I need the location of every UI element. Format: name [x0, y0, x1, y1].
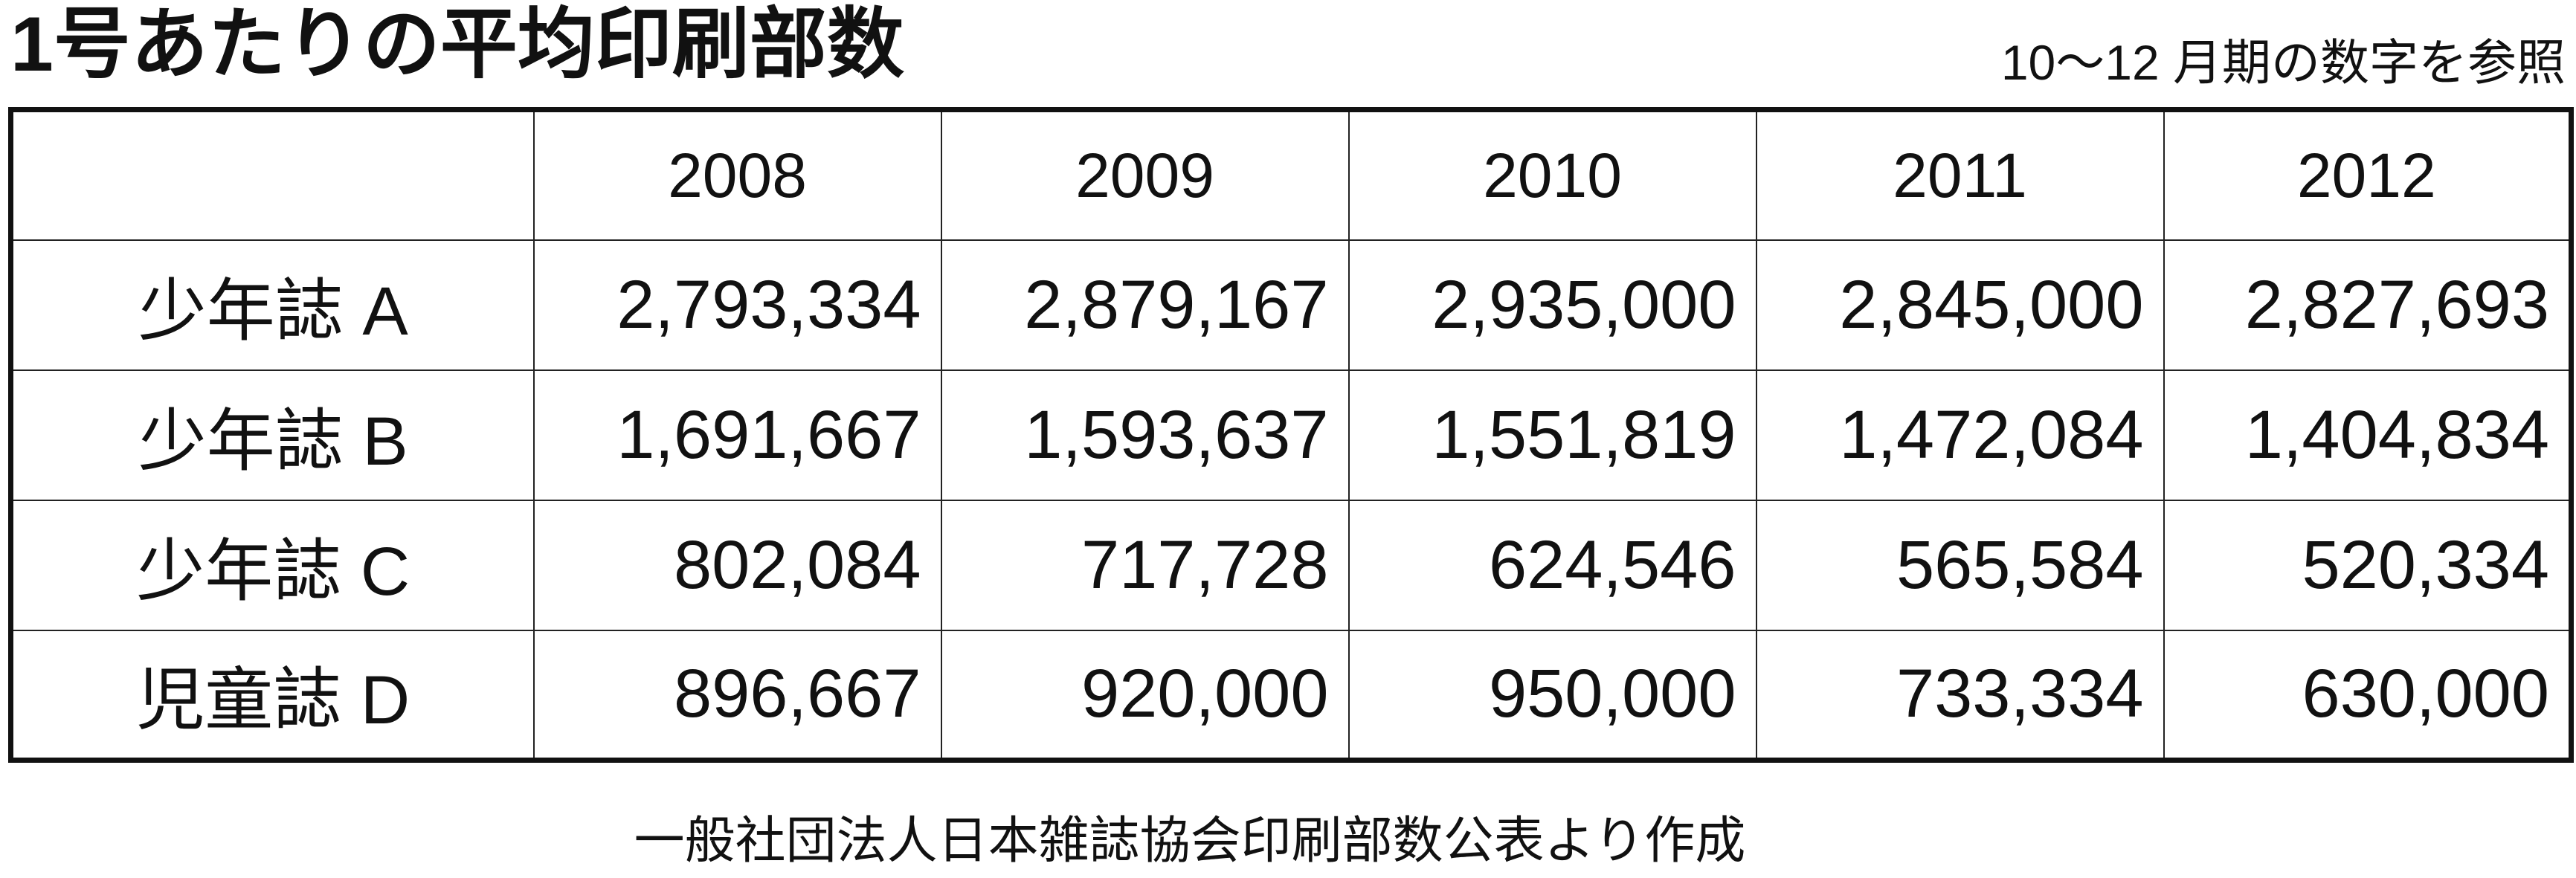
value-cell: 920,000: [940, 629, 1350, 761]
header-cell: 2012: [2163, 109, 2572, 241]
row-label: 児童誌 D: [10, 629, 535, 761]
value-cell: 1,472,084: [1755, 369, 2165, 501]
header-cell: [10, 109, 535, 241]
value-cell: 2,935,000: [1347, 239, 1757, 371]
value-cell: 950,000: [1347, 629, 1757, 761]
source: 一般社団法人日本雑誌協会印刷部数公表より作成: [634, 813, 1746, 869]
value-cell: 1,404,834: [2163, 369, 2572, 501]
value-cell: 1,593,637: [940, 369, 1350, 501]
header-cell: 2010: [1347, 109, 1757, 241]
value-cell: 717,728: [940, 499, 1350, 631]
value-cell: 1,691,667: [532, 369, 942, 501]
header-cell: 2009: [940, 109, 1350, 241]
value-cell: 624,546: [1347, 499, 1757, 631]
header-cell: 2008: [532, 109, 942, 241]
value-cell: 2,827,693: [2163, 239, 2572, 371]
title: 1号あたりの平均印刷部数: [10, 1, 904, 88]
value-cell: 630,000: [2163, 629, 2572, 761]
value-cell: 1,551,819: [1347, 369, 1757, 501]
value-cell: 2,879,167: [940, 239, 1350, 371]
value-cell: 565,584: [1755, 499, 2165, 631]
table-row: 少年誌 A 2,793,334 2,879,167 2,935,000 2,845,00…: [10, 239, 2572, 371]
header-row: 2008 2009 2010 2011 2012: [10, 109, 2572, 241]
value-cell: 896,667: [532, 629, 942, 761]
value-cell: 2,793,334: [532, 239, 942, 371]
value-cell: 520,334: [2163, 499, 2572, 631]
value-cell: 733,334: [1755, 629, 2165, 761]
table-row: 少年誌 C 802,084 717,728 624,546 565,584 520,334: [10, 499, 2572, 631]
table-row: 少年誌 B 1,691,667 1,593,637 1,551,819 1,472,08…: [10, 369, 2572, 501]
row-label: 少年誌 A: [10, 239, 535, 371]
header-cell: 2011: [1755, 109, 2165, 241]
row-label: 少年誌 B: [10, 369, 535, 501]
table-row: 児童誌 D 896,667 920,000 950,000 733,334 630,000: [10, 629, 2572, 761]
note: 10〜12 月期の数字を参照: [2000, 35, 2566, 90]
value-cell: 2,845,000: [1755, 239, 2165, 371]
row-label: 少年誌 C: [10, 499, 535, 631]
data-table: 2008 2009 2010 2011 2012 少年誌 A 2,793,334 2,879,…: [8, 107, 2574, 763]
value-cell: 802,084: [532, 499, 942, 631]
